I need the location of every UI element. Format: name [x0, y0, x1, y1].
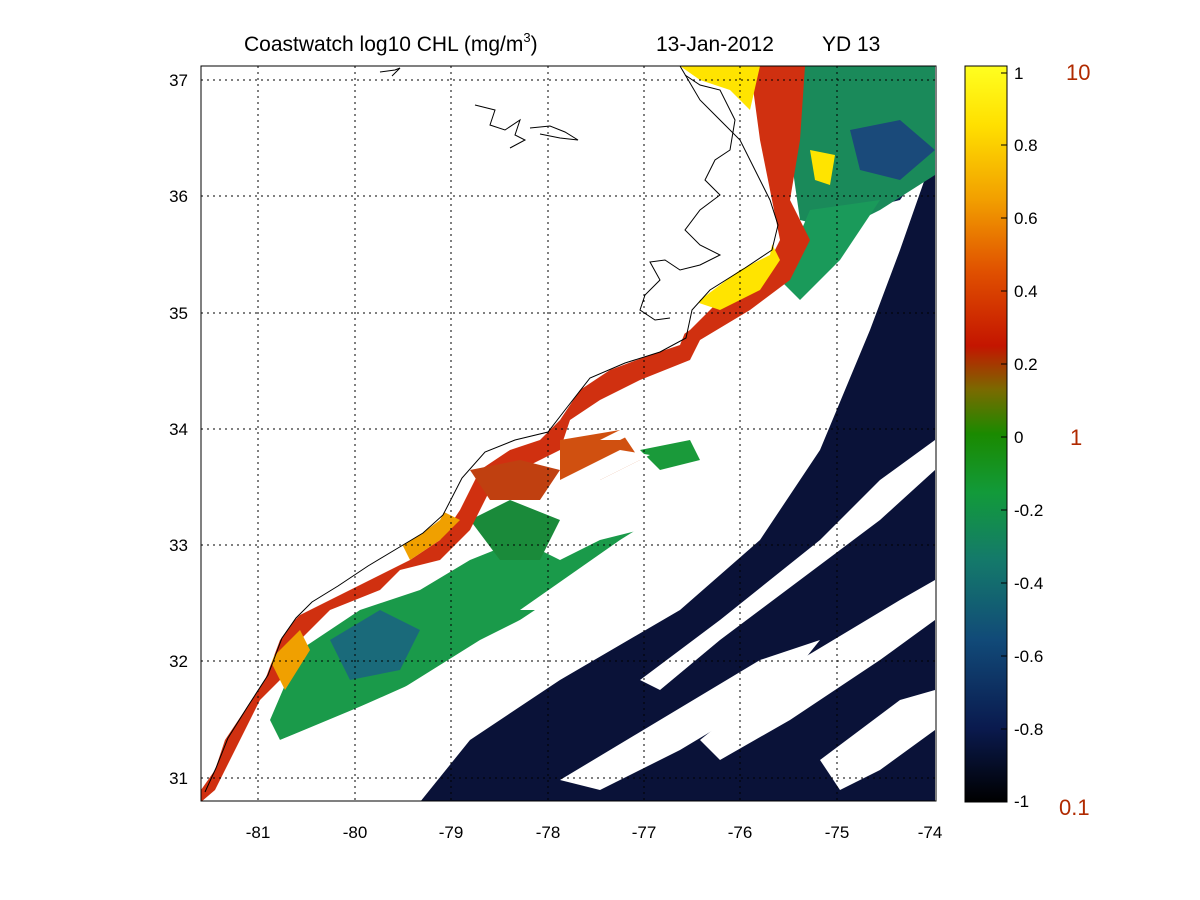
colorbar-gradient	[964, 65, 1008, 803]
land-mask	[201, 66, 775, 790]
lat-label: 33	[169, 536, 188, 555]
sound-shoreline	[639, 74, 736, 321]
lon-label: -75	[825, 823, 850, 842]
colorbar-tick-label: -0.2	[1014, 501, 1043, 520]
map-panel	[201, 66, 936, 801]
colorbar-tick-label: 1	[1014, 64, 1023, 83]
longitude-axis: -81 -80 -79 -78 -77 -76 -75 -74	[246, 823, 943, 842]
colorbar-tick-label: -0.8	[1014, 720, 1043, 739]
lon-label: -79	[439, 823, 464, 842]
lat-label: 37	[169, 71, 188, 90]
colorbar-ticks	[1001, 72, 1007, 802]
map-title: Coastwatch log10 CHL (mg/m3)	[244, 30, 538, 56]
linear-scale-label: 1	[1070, 425, 1082, 450]
lon-label: -77	[632, 823, 657, 842]
cloud-gaps	[280, 330, 935, 790]
lat-label: 36	[169, 187, 188, 206]
colorbar-tick-label: -0.4	[1014, 574, 1043, 593]
map-date: 13-Jan-2012	[656, 33, 774, 56]
colorbar-tick-label: 0.8	[1014, 136, 1038, 155]
lat-label: 31	[169, 769, 188, 788]
colorbar-tick-label: 0.4	[1014, 282, 1038, 301]
colorbar-tick-label: -0.6	[1014, 647, 1043, 666]
colorbar: 1 0.8 0.6 0.4 0.2 0 -0.2 -0.4 -0.6 -0.8 …	[964, 60, 1090, 820]
lon-label: -78	[536, 823, 561, 842]
graticule	[201, 66, 936, 801]
lat-label: 34	[169, 420, 188, 439]
lon-label: -74	[918, 823, 943, 842]
lake-outline-3	[379, 67, 401, 77]
linear-scale-label: 10	[1066, 60, 1090, 85]
colorbar-tick-label: 0	[1014, 428, 1023, 447]
lon-label: -80	[343, 823, 368, 842]
colorbar-tick-label: 0.2	[1014, 355, 1038, 374]
year-day: YD 13	[822, 33, 880, 56]
lake-outline-2	[529, 125, 579, 141]
colorbar-tick-label: -1	[1014, 792, 1029, 811]
lat-label: 35	[169, 304, 188, 323]
map-frame	[200, 65, 937, 802]
lake-outline	[474, 104, 527, 149]
linear-scale-label: 0.1	[1059, 795, 1090, 820]
colorbar-tick-label: 0.6	[1014, 209, 1038, 228]
lon-label: -81	[246, 823, 271, 842]
lon-label: -76	[728, 823, 753, 842]
lat-label: 32	[169, 652, 188, 671]
latitude-axis: 37 36 35 34 33 32 31	[169, 71, 188, 788]
